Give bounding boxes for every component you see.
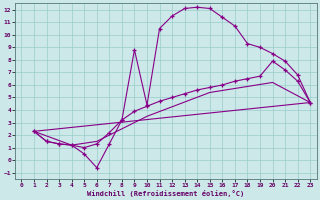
X-axis label: Windchill (Refroidissement éolien,°C): Windchill (Refroidissement éolien,°C) [87, 190, 244, 197]
